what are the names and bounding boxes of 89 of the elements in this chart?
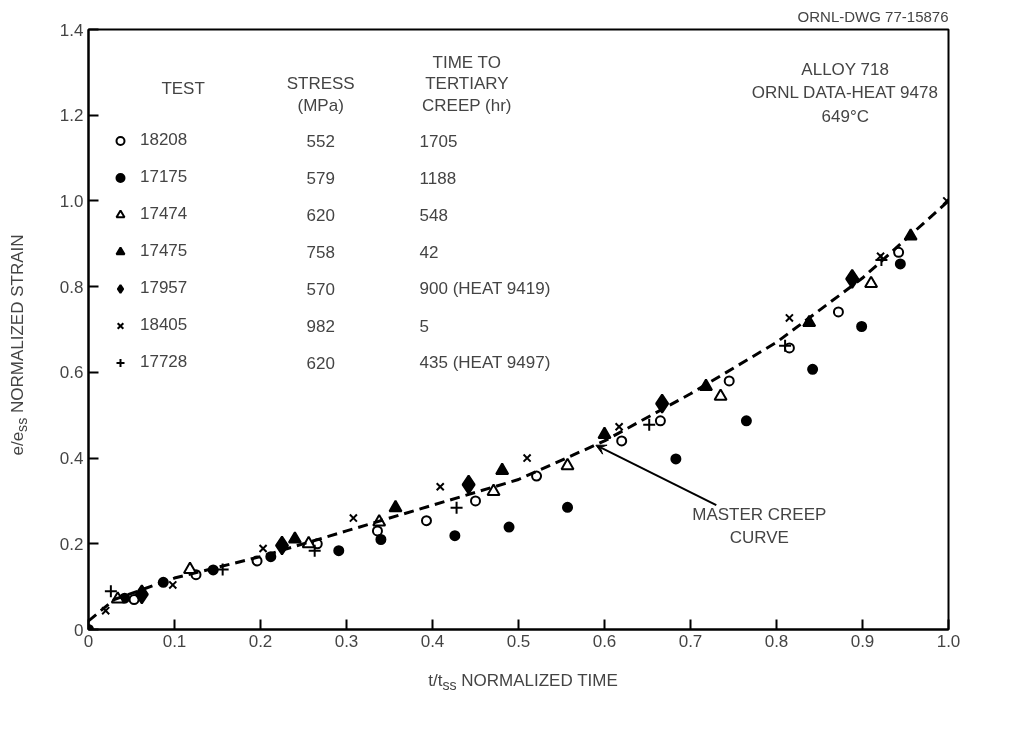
annotation: 900 (HEAT 9419) — [419, 279, 551, 299]
point — [560, 457, 575, 471]
annotation: 548 — [419, 205, 448, 225]
point — [614, 422, 624, 432]
point — [420, 515, 432, 527]
legend-label: 17728 — [140, 351, 188, 374]
point — [375, 534, 387, 545]
point — [616, 435, 628, 447]
point — [101, 606, 111, 616]
point — [449, 530, 461, 542]
point — [103, 584, 118, 599]
legend-label: 17475 — [140, 240, 188, 263]
point — [832, 306, 844, 318]
point — [470, 495, 481, 507]
point — [486, 483, 501, 496]
annotation: ALLOY 718 ORNL DATA-HEAT 9478 649°C — [751, 59, 938, 126]
y-tick-label: 1.2 — [59, 106, 84, 126]
x-tick-label: 0.9 — [850, 631, 875, 651]
point — [864, 275, 879, 289]
x-tick-label: 0.2 — [248, 631, 273, 651]
point — [495, 462, 510, 475]
x-tick-label: 0.4 — [420, 631, 445, 651]
y-tick-label: 0.4 — [59, 449, 84, 469]
annotation: MASTER CREEP CURVE — [692, 505, 827, 548]
x-tick-label: 0.6 — [592, 631, 617, 651]
annotation: 758 — [306, 242, 335, 262]
point — [655, 393, 670, 414]
annotation: 982 — [306, 316, 335, 336]
x-tick-label: 0.8 — [764, 631, 789, 651]
point — [778, 338, 793, 353]
annotation: 620 — [306, 205, 335, 225]
y-tick-label: 1.4 — [59, 20, 84, 40]
annotation: 552 — [306, 131, 335, 151]
point — [874, 253, 889, 268]
legend-label: 18405 — [140, 314, 188, 337]
legend-label: 18208 — [140, 129, 188, 152]
point — [654, 415, 666, 427]
annotation: 1705 — [419, 131, 458, 151]
point — [856, 321, 868, 332]
point — [168, 580, 178, 590]
y-tick-label: 0.6 — [59, 363, 84, 383]
x-tick-label: 0.1 — [162, 631, 187, 651]
point — [893, 246, 905, 258]
point — [134, 584, 149, 605]
annotation: 42 — [419, 242, 439, 262]
point — [503, 521, 515, 533]
legend-title: TEST — [161, 79, 205, 99]
legend-label: 17175 — [140, 166, 188, 189]
point — [461, 474, 476, 495]
x-axis-title: t/t$_{ss}$ NORMALIZED TIME — [427, 670, 619, 696]
point — [449, 500, 464, 515]
point — [287, 531, 302, 544]
y-tick-label: 1.0 — [59, 191, 84, 211]
point — [258, 543, 268, 554]
point — [522, 453, 532, 463]
annotation: 435 (HEAT 9497) — [419, 353, 551, 373]
point — [784, 313, 794, 323]
point — [642, 417, 657, 432]
annotation: TIME TO TERTIARY CREEP (hr) — [422, 52, 512, 116]
annotation: 579 — [306, 168, 335, 188]
annotation: 620 — [306, 353, 335, 373]
y-tick-label: 0.8 — [59, 277, 84, 297]
point — [597, 426, 612, 439]
legend-label: 17957 — [140, 277, 188, 300]
point — [388, 499, 403, 513]
x-tick-label: 1.0 — [936, 631, 961, 651]
annotation: 1188 — [419, 168, 457, 188]
point — [371, 525, 383, 537]
point — [845, 268, 860, 289]
point — [894, 258, 906, 270]
point — [307, 543, 322, 558]
point — [740, 415, 752, 427]
point — [807, 363, 819, 375]
point — [348, 513, 358, 523]
annotation: STRESS (MPa) — [286, 74, 355, 116]
text: ORNL-DWG 77-15876 — [797, 7, 949, 25]
point — [713, 388, 728, 401]
point — [333, 545, 345, 557]
y-tick-label: 0.2 — [59, 534, 84, 554]
point — [562, 501, 574, 513]
x-tick-label: 0.5 — [506, 631, 531, 651]
legend-label: 17474 — [140, 203, 188, 226]
point — [723, 375, 735, 387]
annotation: 570 — [306, 279, 335, 299]
point — [435, 482, 445, 492]
annotation: 5 — [419, 316, 430, 336]
point — [670, 453, 682, 465]
x-tick-label: 0.3 — [334, 631, 359, 651]
x-tick-label: 0.7 — [678, 631, 703, 651]
